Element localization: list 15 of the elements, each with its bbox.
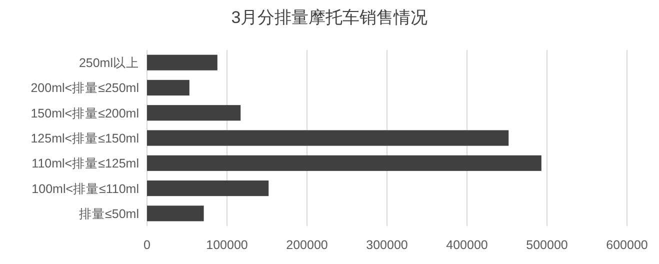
y-tick-label: 200ml<排量≤250ml xyxy=(30,81,139,96)
x-tick-label: 200000 xyxy=(286,238,328,252)
title: 3月分排量摩托车销售情况 xyxy=(231,8,428,27)
y-tick-label: 125ml<排量≤150ml xyxy=(30,132,139,146)
y-tick-label: 110ml<排量≤125ml xyxy=(32,156,139,171)
x-tick-label: 500000 xyxy=(526,238,568,252)
x-tick-label: 400000 xyxy=(446,238,488,252)
y-tick-label: 150ml<排量≤200ml xyxy=(30,106,139,120)
x-tick-label: 300000 xyxy=(366,238,408,252)
x-tick-label: 0 xyxy=(144,238,151,252)
y-tick-label: 排量≤50ml xyxy=(79,206,139,221)
x-tick-label: 100000 xyxy=(206,238,248,252)
y-tick-label: 250ml以上 xyxy=(78,56,139,70)
y-tick-label: 100ml<排量≤110ml xyxy=(32,182,139,196)
x-tick-label: 600000 xyxy=(606,238,648,252)
